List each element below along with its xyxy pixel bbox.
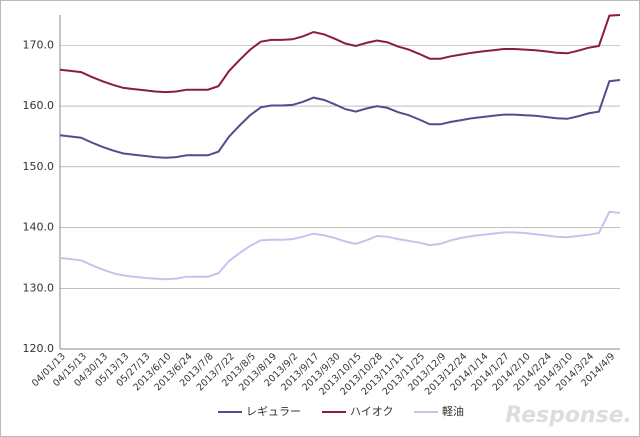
y-tick-label: 150.0 xyxy=(23,160,55,173)
y-tick-label: 120.0 xyxy=(23,342,55,355)
series-line xyxy=(59,79,621,159)
legend-label: レギュラー xyxy=(246,405,301,418)
y-tick-label: 140.0 xyxy=(23,221,55,234)
legend-label: ハイオク xyxy=(350,405,394,418)
legend-label: 軽油 xyxy=(442,404,464,418)
y-tick-label: 160.0 xyxy=(23,99,55,112)
y-tick-label: 130.0 xyxy=(23,281,55,294)
series-line xyxy=(59,14,621,94)
y-tick-label: 170.0 xyxy=(23,38,55,51)
watermark: Response. xyxy=(505,403,632,428)
series-line xyxy=(59,210,621,281)
